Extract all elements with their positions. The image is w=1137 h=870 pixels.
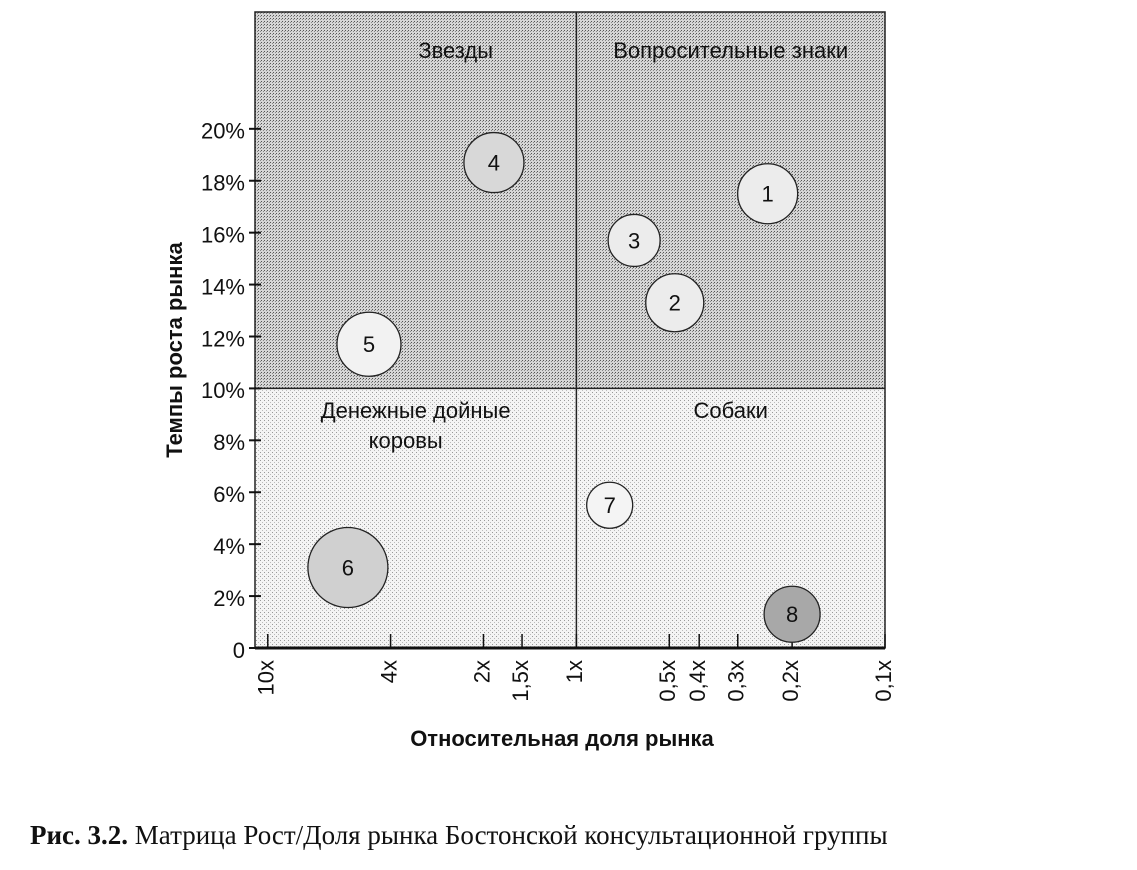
caption: Рис. 3.2. Матрица Рост/Доля рынка Бостон… — [30, 820, 888, 850]
x-axis-title: Относительная доля рынка — [410, 726, 714, 751]
bubble — [463, 131, 525, 194]
y-tick-label: 20% — [201, 119, 245, 144]
quadrant-label: Вопросительные знаки — [613, 38, 848, 63]
y-tick-label: 16% — [201, 222, 245, 247]
x-tick-label: 10x — [254, 660, 279, 695]
bubble — [336, 311, 402, 377]
x-tick-label: 0,3x — [724, 660, 749, 702]
x-tick-label: 1,5x — [508, 660, 533, 702]
y-tick-label: 14% — [201, 274, 245, 299]
y-tick-label: 12% — [201, 326, 245, 351]
bubble-label: 4 — [488, 150, 500, 175]
y-tick-label: 2% — [213, 586, 245, 611]
caption-text: Матрица Рост/Доля рынка Бостонской консу… — [135, 820, 888, 850]
y-tick-label: 0 — [233, 638, 245, 663]
bubble — [645, 273, 705, 333]
bubble-label: 2 — [669, 291, 681, 316]
bubble — [586, 481, 634, 529]
x-tick-label: 0,1x — [871, 660, 896, 702]
y-tick-label: 18% — [201, 171, 245, 196]
bubble-label: 5 — [363, 332, 375, 357]
y-tick-label: 10% — [201, 378, 245, 403]
bubble-label: 7 — [604, 493, 616, 518]
bubble-label: 3 — [628, 228, 640, 253]
y-axis-title: Темпы роста рынка — [162, 242, 187, 458]
x-tick-label: 4x — [376, 660, 401, 683]
bubble-label: 8 — [786, 602, 798, 627]
y-tick-label: 8% — [213, 430, 245, 455]
quadrant-label: Денежные дойные — [321, 398, 511, 423]
bubble-label: 1 — [762, 182, 774, 207]
x-tick-label: 0,5x — [655, 660, 680, 702]
bubble — [607, 213, 661, 268]
x-tick-label: 2x — [469, 660, 494, 683]
bubble — [737, 163, 799, 225]
x-tick-label: 0,4x — [685, 660, 710, 702]
quadrant-label: Звезды — [418, 38, 493, 63]
quadrant-label: Собаки — [694, 398, 768, 423]
bubble — [307, 526, 389, 609]
y-tick-label: 4% — [213, 534, 245, 559]
x-tick-label: 1x — [562, 660, 587, 683]
caption-prefix: Рис. 3.2. — [30, 820, 128, 850]
bubble-label: 6 — [342, 555, 354, 580]
x-tick-label: 0,2x — [778, 660, 803, 702]
y-tick-label: 6% — [213, 482, 245, 507]
quadrant-label: коровы — [369, 428, 443, 453]
bubble — [763, 585, 821, 643]
